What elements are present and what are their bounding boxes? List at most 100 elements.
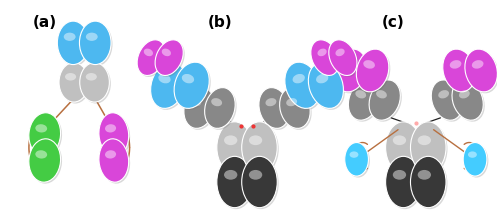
Ellipse shape [59, 63, 88, 102]
Ellipse shape [280, 88, 310, 128]
Ellipse shape [336, 49, 344, 56]
Ellipse shape [86, 33, 98, 41]
Ellipse shape [410, 156, 446, 208]
Ellipse shape [81, 23, 112, 66]
Ellipse shape [387, 123, 422, 175]
Ellipse shape [459, 90, 470, 98]
Ellipse shape [364, 60, 375, 69]
Ellipse shape [472, 60, 484, 69]
Ellipse shape [370, 81, 402, 122]
Ellipse shape [224, 170, 237, 180]
Ellipse shape [443, 49, 476, 92]
Ellipse shape [418, 135, 431, 145]
Ellipse shape [286, 98, 297, 106]
Ellipse shape [465, 49, 498, 92]
Ellipse shape [218, 158, 254, 209]
Ellipse shape [418, 170, 431, 180]
Ellipse shape [330, 41, 358, 77]
Text: (b): (b) [208, 15, 233, 30]
Ellipse shape [438, 90, 449, 98]
Ellipse shape [242, 122, 277, 173]
Ellipse shape [217, 122, 252, 173]
Ellipse shape [29, 113, 60, 156]
Ellipse shape [176, 64, 210, 110]
Ellipse shape [308, 62, 344, 108]
Ellipse shape [218, 123, 254, 175]
Ellipse shape [318, 49, 326, 56]
Ellipse shape [243, 158, 278, 209]
Ellipse shape [310, 64, 345, 110]
Ellipse shape [182, 74, 194, 83]
Ellipse shape [152, 64, 187, 110]
Ellipse shape [99, 139, 128, 182]
Ellipse shape [292, 74, 305, 83]
Ellipse shape [356, 49, 389, 92]
Ellipse shape [138, 41, 167, 77]
Ellipse shape [463, 142, 487, 176]
Ellipse shape [150, 62, 186, 108]
Ellipse shape [59, 23, 90, 66]
Ellipse shape [174, 62, 209, 108]
Ellipse shape [311, 40, 339, 75]
Ellipse shape [156, 41, 184, 77]
Ellipse shape [144, 49, 153, 56]
Ellipse shape [454, 81, 484, 122]
Ellipse shape [432, 80, 462, 120]
Ellipse shape [344, 142, 368, 176]
Ellipse shape [80, 63, 110, 102]
Ellipse shape [336, 51, 368, 93]
Ellipse shape [204, 88, 235, 128]
Ellipse shape [86, 73, 97, 81]
Ellipse shape [64, 33, 76, 41]
Ellipse shape [386, 156, 421, 208]
Ellipse shape [224, 135, 237, 145]
Ellipse shape [29, 139, 60, 182]
Ellipse shape [60, 64, 90, 104]
Ellipse shape [316, 74, 328, 83]
Ellipse shape [350, 81, 381, 122]
Ellipse shape [466, 51, 499, 93]
Ellipse shape [329, 40, 357, 75]
Ellipse shape [444, 51, 477, 93]
Ellipse shape [100, 114, 130, 158]
Ellipse shape [341, 60, 353, 69]
Ellipse shape [376, 90, 387, 98]
Ellipse shape [105, 150, 116, 158]
Ellipse shape [100, 140, 130, 184]
Ellipse shape [369, 80, 400, 120]
Text: (c): (c) [382, 15, 404, 30]
Ellipse shape [137, 40, 166, 75]
Ellipse shape [410, 122, 446, 173]
Ellipse shape [206, 89, 236, 130]
Ellipse shape [259, 88, 290, 128]
Ellipse shape [105, 124, 116, 132]
Ellipse shape [190, 98, 202, 106]
Ellipse shape [387, 158, 422, 209]
Ellipse shape [99, 113, 128, 156]
Ellipse shape [468, 151, 477, 158]
Ellipse shape [30, 140, 62, 184]
Ellipse shape [358, 51, 390, 93]
Ellipse shape [162, 49, 171, 56]
Ellipse shape [433, 81, 464, 122]
Ellipse shape [286, 64, 322, 110]
Ellipse shape [65, 73, 76, 81]
Ellipse shape [450, 60, 462, 69]
Ellipse shape [158, 74, 170, 83]
Ellipse shape [155, 40, 183, 75]
Ellipse shape [334, 49, 366, 92]
Ellipse shape [36, 150, 47, 158]
Ellipse shape [464, 144, 488, 178]
Ellipse shape [393, 170, 406, 180]
Ellipse shape [281, 89, 312, 130]
Ellipse shape [356, 90, 366, 98]
Ellipse shape [211, 98, 222, 106]
Ellipse shape [243, 123, 278, 175]
Ellipse shape [80, 21, 111, 65]
Ellipse shape [36, 124, 47, 132]
Ellipse shape [81, 64, 111, 104]
Ellipse shape [350, 151, 358, 158]
Ellipse shape [186, 89, 216, 130]
Ellipse shape [266, 98, 276, 106]
Ellipse shape [242, 156, 277, 208]
